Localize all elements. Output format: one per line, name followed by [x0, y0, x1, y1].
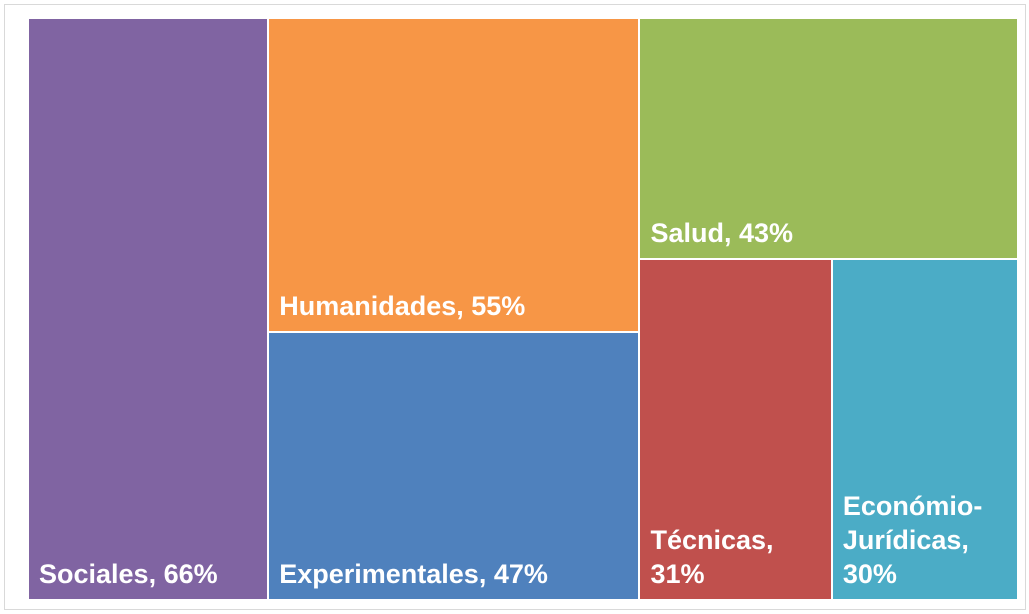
chart-frame	[4, 4, 1026, 610]
cell-label: Sociales, 66%	[39, 559, 218, 589]
cell-label: Experimentales, 47%	[279, 558, 548, 589]
cell-label: Salud, 43%	[650, 217, 794, 248]
treemap-cell: Experimentales, 47%	[268, 331, 640, 600]
treemap-cell: Humanidades, 55%	[268, 18, 640, 332]
cell-label: Económio-Jurídicas, 30%	[842, 490, 983, 589]
treemap-cell: Salud, 43%	[639, 18, 1018, 259]
cell-label: Técnicas, 31%	[650, 524, 774, 589]
treemap-cell: Sociales, 66%	[28, 18, 269, 600]
treemap-cell: Económio-Jurídicas, 30%	[831, 258, 1018, 600]
cell-label: Humanidades, 55%	[279, 290, 526, 321]
treemap: Sociales, 66% Humanidades, 55% Experimenta…	[28, 18, 1018, 600]
treemap-cell: Técnicas, 31%	[639, 258, 832, 600]
